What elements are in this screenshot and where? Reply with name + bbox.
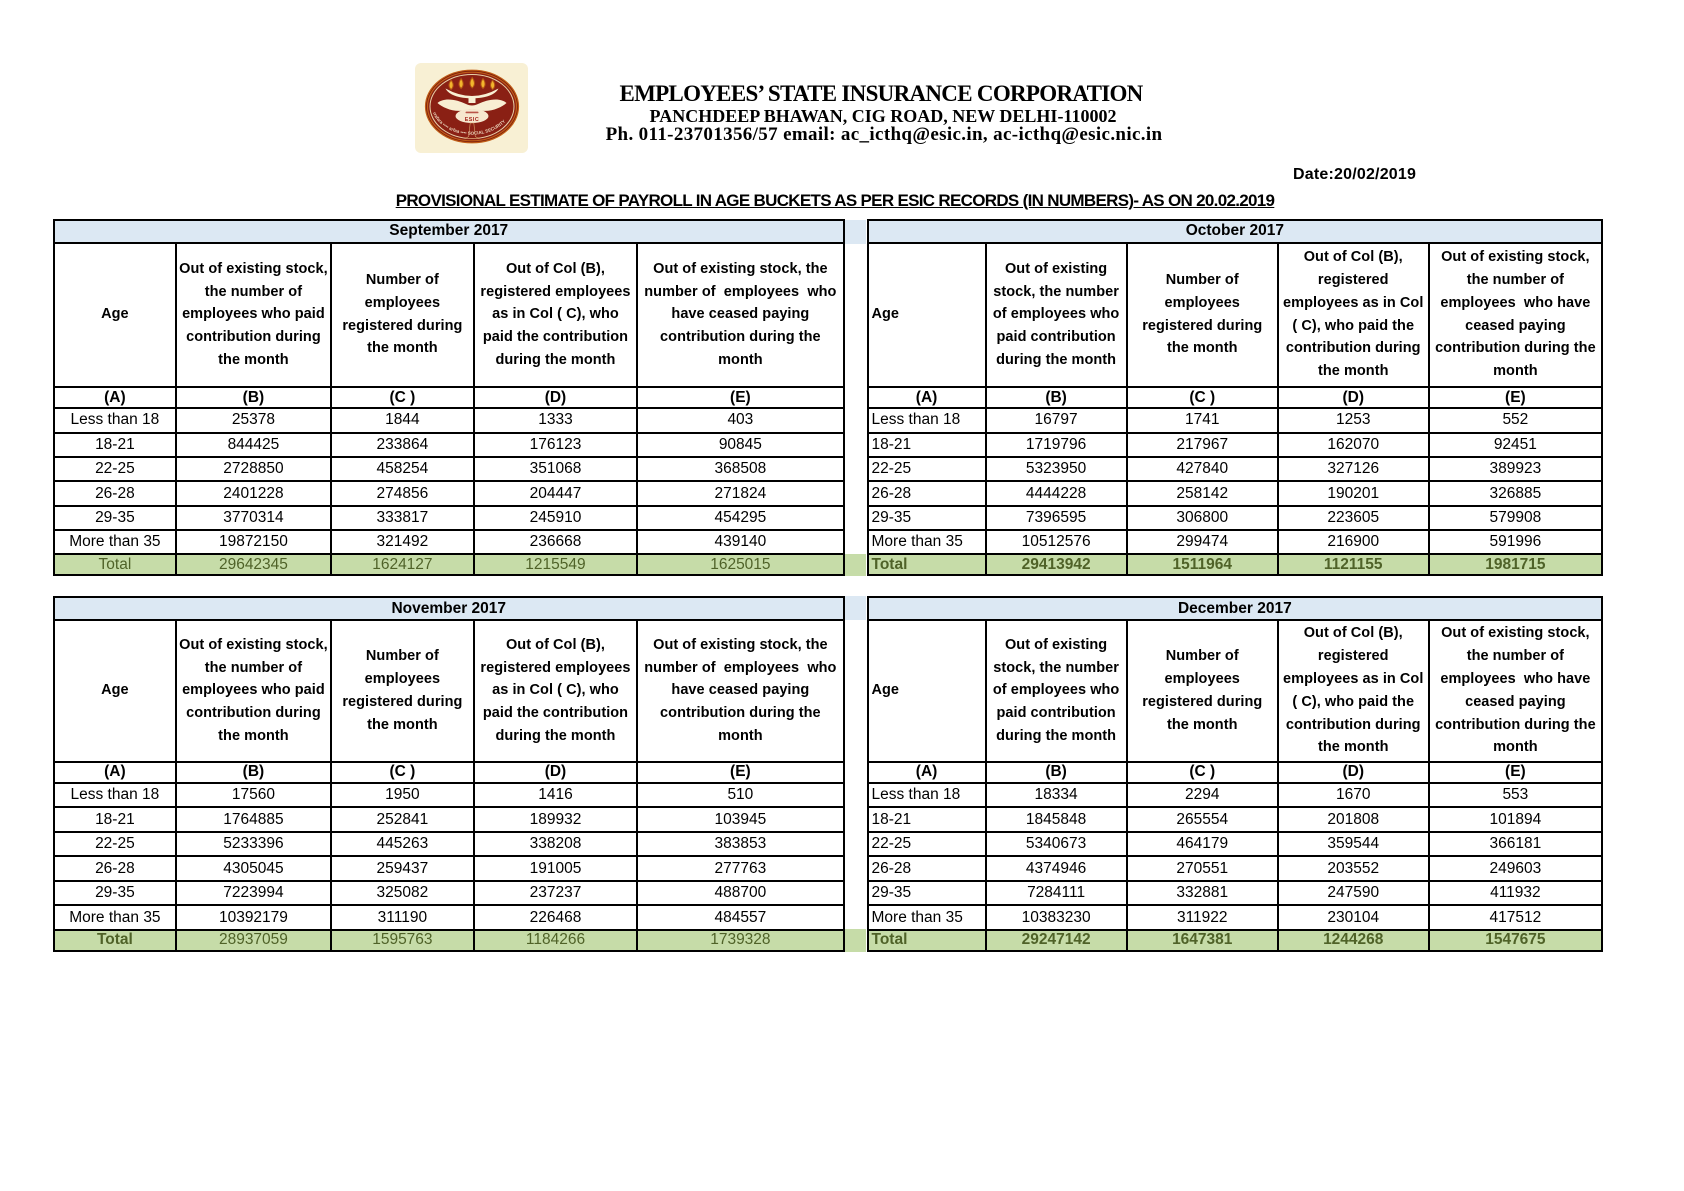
svg-text:ESIC: ESIC xyxy=(465,117,480,123)
